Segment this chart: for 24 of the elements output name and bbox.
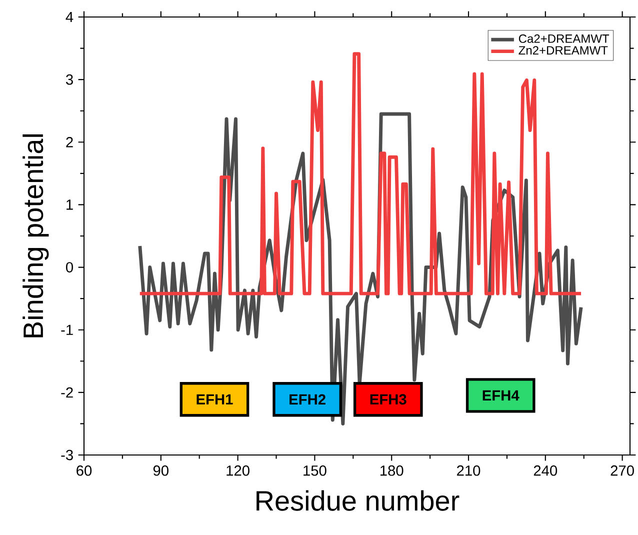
x-axis-title: Residue number: [256, 490, 460, 511]
legend-label: Zn2+DREAMWT: [518, 46, 608, 54]
x-tick-label: 120: [226, 465, 250, 476]
y-tick-label: 3: [66, 74, 73, 85]
y-tick-label: 2: [66, 137, 73, 148]
x-tick-label: 240: [534, 465, 558, 476]
annotation: EFH3: [370, 394, 406, 405]
annotation: EFH2: [290, 394, 326, 404]
y-tick-label: -1: [61, 324, 73, 335]
y-axis-title: Binding potential: [22, 134, 49, 338]
y-tick-label: -2: [61, 387, 73, 398]
annotation: EFH1: [196, 394, 233, 404]
x-tick-label: 60: [76, 465, 92, 476]
annotation: EFH4: [482, 390, 520, 400]
x-tick-label: 180: [380, 465, 404, 476]
x-tick-label: 150: [304, 465, 326, 476]
y-tick-label: 0: [66, 262, 74, 272]
y-tick-label: -3: [61, 450, 73, 460]
legend-label: Ca2+DREAMWT: [518, 34, 610, 43]
y-tick-label: 4: [66, 12, 74, 22]
y-tick-label: 1: [66, 200, 73, 210]
x-tick-label: 210: [457, 465, 480, 476]
x-tick-label: 270: [610, 465, 634, 476]
x-tick-label: 90: [153, 465, 168, 476]
